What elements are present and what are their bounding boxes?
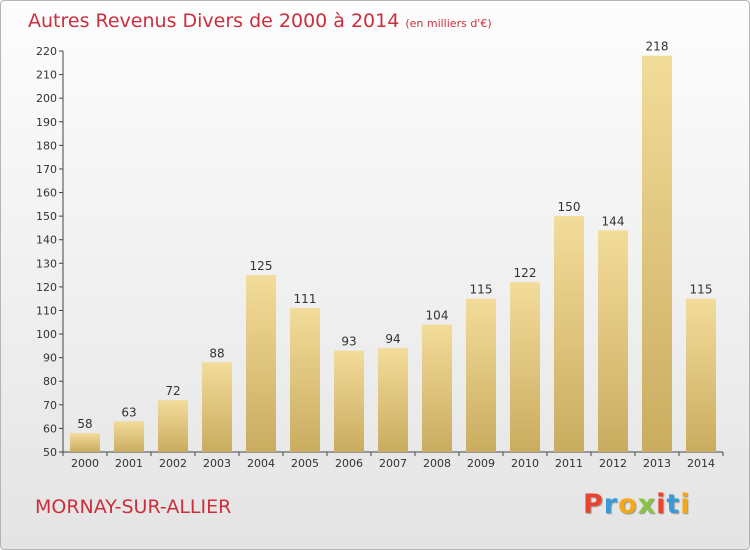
- bar: [642, 55, 672, 452]
- bar-data-label: 115: [470, 283, 493, 297]
- bars: 58 63 72 88 125 111 93 94 104 115 122 150 144 218 115: [70, 40, 716, 452]
- bar-data-label: 111: [294, 292, 317, 306]
- x-tick-label: 2003: [203, 457, 231, 470]
- bar: [686, 298, 716, 452]
- chart-title: Autres Revenus Divers de 2000 à 2014 (en …: [28, 10, 492, 32]
- y-tick-label: 210: [36, 69, 57, 82]
- bar-data-label: 218: [646, 40, 669, 54]
- logo-letter: o: [618, 489, 638, 520]
- bar: [510, 282, 540, 452]
- bar-data-label: 150: [558, 200, 581, 214]
- y-tick-label: 100: [36, 328, 57, 341]
- y-tick-label: 190: [36, 116, 57, 129]
- bar-data-label: 93: [341, 335, 356, 349]
- x-tick-label: 2001: [115, 457, 143, 470]
- y-tick-label: 140: [36, 234, 57, 247]
- y-tick-label: 70: [43, 399, 57, 412]
- chart-unit: (en milliers d'€): [405, 17, 492, 30]
- y-tick-label: 200: [36, 92, 57, 105]
- bar: [378, 348, 408, 452]
- y-tick-label: 60: [43, 422, 57, 435]
- y-tick-label: 80: [43, 375, 57, 388]
- bar: [114, 421, 144, 452]
- bar: [202, 362, 232, 452]
- bar: [598, 230, 628, 452]
- x-tick-label: 2014: [687, 457, 715, 470]
- bar-data-label: 72: [165, 384, 180, 398]
- bar-data-label: 115: [690, 283, 713, 297]
- x-tick-label: 2007: [379, 457, 407, 470]
- y-tick-label: 90: [43, 352, 57, 365]
- bar: [158, 400, 188, 452]
- logo-letter: r: [603, 489, 619, 520]
- proxiti-logo[interactable]: Proxiti: [583, 489, 691, 520]
- y-tick-label: 220: [36, 45, 57, 58]
- x-tick-label: 2012: [599, 457, 627, 470]
- bar-data-label: 63: [121, 405, 136, 419]
- bar: [422, 324, 452, 452]
- bar-data-label: 88: [209, 346, 224, 360]
- x-tick-label: 2006: [335, 457, 363, 470]
- y-tick-label: 150: [36, 210, 57, 223]
- logo-letter: i: [680, 489, 691, 520]
- x-tick-label: 2002: [159, 457, 187, 470]
- bar: [70, 433, 100, 452]
- y-tick-label: 120: [36, 281, 57, 294]
- bar: [554, 216, 584, 452]
- x-tick-label: 2005: [291, 457, 319, 470]
- logo-letter: i: [656, 489, 667, 520]
- bar-data-label: 144: [602, 214, 625, 228]
- x-tick-label: 2011: [555, 457, 583, 470]
- bar-data-label: 125: [250, 259, 273, 273]
- chart-title-text: Autres Revenus Divers de 2000 à 2014: [28, 10, 400, 32]
- y-ticks: 50 60 70 80 90 100 110 120 130 140 150 160 170 180 190…: [36, 45, 63, 459]
- y-tick-label: 50: [43, 446, 57, 459]
- place-name: MORNAY-SUR-ALLIER: [35, 496, 232, 518]
- logo-letter: x: [637, 489, 657, 520]
- y-tick-label: 180: [36, 139, 57, 152]
- y-tick-label: 160: [36, 187, 57, 200]
- x-tick-label: 2009: [467, 457, 495, 470]
- bar: [466, 298, 496, 452]
- x-tick-label: 2013: [643, 457, 671, 470]
- bar: [334, 350, 364, 452]
- y-tick-label: 170: [36, 163, 57, 176]
- bar-data-label: 58: [77, 417, 92, 431]
- x-tick-label: 2008: [423, 457, 451, 470]
- y-tick-label: 130: [36, 257, 57, 270]
- bar-data-label: 104: [426, 309, 449, 323]
- bar-data-label: 122: [514, 266, 537, 280]
- x-tick-label: 2010: [511, 457, 539, 470]
- y-tick-label: 110: [36, 304, 57, 317]
- bar: [290, 308, 320, 452]
- x-tick-label: 2004: [247, 457, 275, 470]
- bar: [246, 275, 276, 452]
- x-tick-label: 2000: [71, 457, 99, 470]
- logo-letter: t: [666, 489, 681, 520]
- x-ticks: 2000 2001 2002 2003 2004 2005 2006 2007 2008 2009…: [62, 452, 724, 470]
- logo-letter: P: [583, 489, 604, 520]
- bar-data-label: 94: [385, 332, 400, 346]
